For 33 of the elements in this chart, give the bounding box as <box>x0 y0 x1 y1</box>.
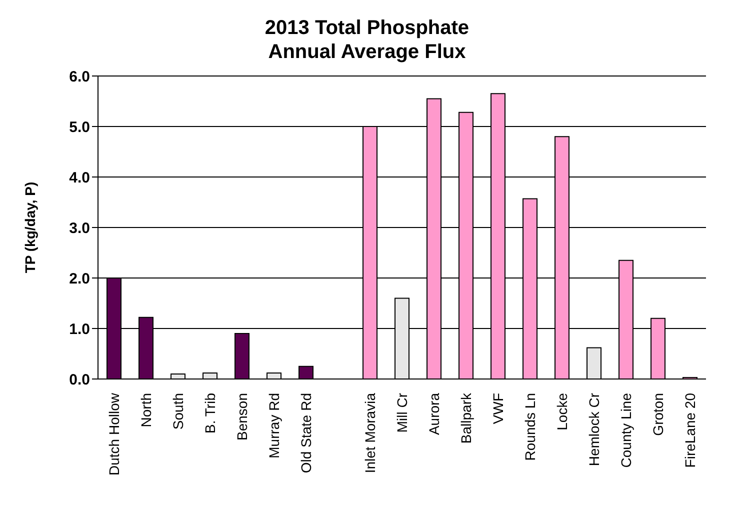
bar <box>298 366 314 379</box>
x-tick-label: Benson <box>234 393 250 440</box>
bar <box>202 372 218 379</box>
y-tick-label: 5.0 <box>69 118 90 136</box>
bar <box>586 347 602 379</box>
y-tick-label: 0.0 <box>69 371 90 388</box>
bar <box>266 372 282 379</box>
x-tick-label: FireLane 20 <box>682 392 698 468</box>
chart-title: 2013 Total Phosphate Annual Average Flux <box>264 16 470 64</box>
bar <box>234 333 250 379</box>
y-tick-label: 1.0 <box>69 320 90 338</box>
y-axis-title: TP (kg/day, P) <box>22 182 38 274</box>
x-tick-label: Locke <box>554 392 570 430</box>
y-tick-label: 2.0 <box>69 270 90 288</box>
x-tick-label: Hemlock Cr <box>586 392 602 466</box>
y-tick-label: 6.0 <box>69 68 90 86</box>
x-tick-label: County Line <box>618 392 634 468</box>
y-tick-label: 3.0 <box>69 220 90 237</box>
bar <box>170 373 186 379</box>
x-tick-label: B. Trib <box>202 392 218 434</box>
x-tick-label: Groton <box>650 393 666 436</box>
x-tick-label: Dutch Hollow <box>106 392 122 476</box>
x-tick-label: Murray Rd <box>266 393 282 458</box>
x-tick-label: Mill Cr <box>394 392 410 433</box>
x-tick-label: North <box>138 393 154 428</box>
x-tick-label: VWF <box>490 393 506 424</box>
x-tick-label: Aurora <box>426 392 442 436</box>
x-tick-label: Inlet Moravia <box>362 392 378 474</box>
x-tick-label: Rounds Ln <box>522 393 538 461</box>
x-tick-label: Ballpark <box>458 392 474 444</box>
x-tick-label: South <box>170 393 186 430</box>
x-tick-label: Old State Rd <box>298 393 314 474</box>
y-tick-label: 4.0 <box>69 169 90 186</box>
